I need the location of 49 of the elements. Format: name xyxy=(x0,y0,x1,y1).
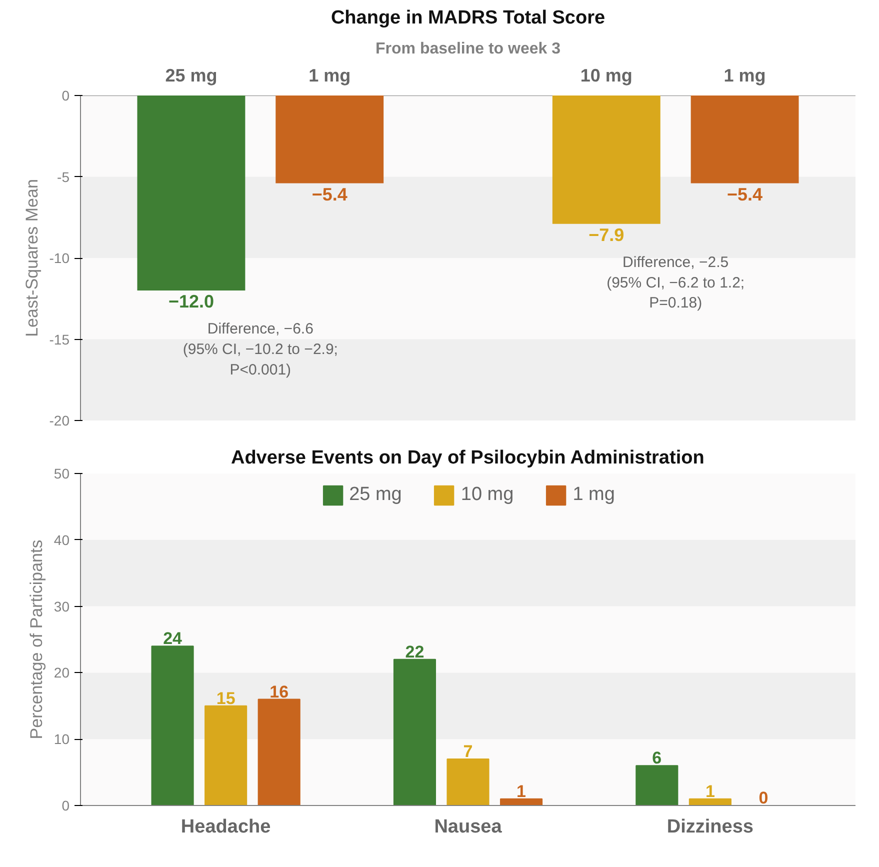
x-tick-label: Headache xyxy=(180,816,271,838)
y-tick-label: -15 xyxy=(49,331,70,348)
y-tick-label: 0 xyxy=(62,88,70,104)
x-tick-label: 25 mg xyxy=(165,66,218,86)
bar xyxy=(258,698,300,806)
data-label: 1 xyxy=(705,782,715,801)
bar xyxy=(151,646,194,806)
annotation: Difference, −2.5 (95% CI, −6.2 to 1.2; P=0.18) xyxy=(606,254,745,312)
data-label: −5.4 xyxy=(312,184,348,204)
legend-label: 10 mg xyxy=(460,484,514,506)
annotation: Difference, −6.6 (95% CI, −10.2 to −2.9; P<0.001) xyxy=(182,320,338,378)
data-label: −12.0 xyxy=(168,292,214,312)
data-label: 0 xyxy=(758,788,768,808)
legend-label: 25 mg xyxy=(349,484,402,506)
y-tick-label: -10 xyxy=(49,250,70,266)
x-tick-label: 1 mg xyxy=(724,66,766,86)
y-tick-label: 0 xyxy=(62,798,70,814)
data-label: 24 xyxy=(163,629,183,648)
data-label: −7.9 xyxy=(588,224,624,245)
y-tick-label: 30 xyxy=(54,598,70,614)
data-label: 22 xyxy=(405,642,424,662)
x-tick-label: Nausea xyxy=(434,816,502,838)
bar xyxy=(688,798,732,806)
data-label: 7 xyxy=(463,742,473,762)
data-label: 1 xyxy=(516,782,526,801)
bar xyxy=(500,798,543,806)
bar xyxy=(446,758,490,806)
y-tick-label: -20 xyxy=(49,412,70,428)
y-tick-label: 20 xyxy=(54,664,70,681)
x-tick-label: 1 mg xyxy=(308,66,351,86)
chart-title: Adverse Events on Day of Psilocybin Administration xyxy=(230,448,704,468)
y-tick-label: 10 xyxy=(54,731,70,748)
x-tick-label: 10 mg xyxy=(580,66,632,86)
data-label: 15 xyxy=(216,688,236,708)
y-tick-label: 40 xyxy=(54,532,70,548)
bar xyxy=(636,765,678,806)
data-label: 6 xyxy=(652,748,662,768)
chart-title: Change in MADRS Total Score xyxy=(330,8,606,28)
y-tick-label: 50 xyxy=(54,466,70,482)
y-axis-title: Percentage of Participants xyxy=(26,540,46,740)
y-tick-label: -5 xyxy=(57,168,70,185)
x-tick-label: Dizziness xyxy=(666,816,754,838)
bar xyxy=(204,705,248,806)
data-label: −5.4 xyxy=(727,184,763,204)
bar xyxy=(393,658,436,806)
chart-subtitle: From baseline to week 3 xyxy=(376,40,561,58)
legend-label: 1 mg xyxy=(572,484,615,506)
y-axis-title: Least-Squares Mean xyxy=(22,179,42,337)
data-label: 16 xyxy=(270,682,289,702)
